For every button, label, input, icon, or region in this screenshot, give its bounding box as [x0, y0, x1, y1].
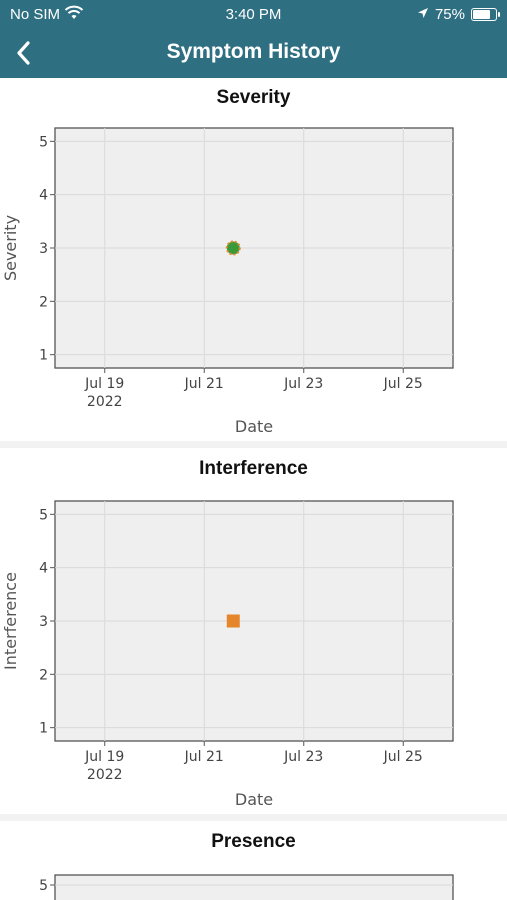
y-tick-label: 5: [39, 507, 48, 523]
location-arrow-icon: [417, 6, 429, 23]
presence-chart: 5: [39, 874, 454, 900]
presence-chart-title: Presence: [211, 831, 296, 852]
x-tick-year-label: 2022: [87, 394, 123, 410]
plot-area: [54, 874, 454, 900]
y-tick-label: 3: [39, 614, 48, 630]
x-tick-year-label: 2022: [87, 767, 123, 783]
y-tick-label: 2: [39, 294, 48, 310]
battery-fill: [473, 10, 490, 19]
y-tick-label: 4: [39, 561, 48, 577]
x-tick-label: Jul 19: [84, 376, 124, 392]
section-divider: [0, 814, 507, 821]
status-right: 75%: [417, 6, 500, 23]
interference-chart-section: Interference Jul 19 2022 Jul 21 Jul 23 Jul 2…: [0, 448, 507, 814]
y-axis-label: Severity: [1, 215, 20, 281]
wifi-icon: [64, 5, 84, 25]
y-tick-label: 3: [39, 241, 48, 257]
battery-icon: [471, 8, 500, 21]
section-divider: [0, 441, 507, 448]
interference-chart-title: Interference: [199, 458, 308, 479]
x-tick-label: Jul 23: [283, 376, 323, 392]
severity-chart-title: Severity: [216, 87, 291, 108]
y-tick-label: 4: [39, 188, 48, 204]
x-tick-label: Jul 19: [84, 749, 124, 765]
severity-chart: Jul 19 2022 Jul 21 Jul 23 Jul 25 1 2 3 4 5 Date Sev…: [1, 127, 454, 436]
y-axis-label: Interference: [1, 572, 20, 670]
nav-bar: Symptom History: [0, 30, 507, 78]
status-time: 3:40 PM: [225, 6, 282, 23]
x-axis-label: Date: [235, 790, 273, 809]
x-tick-label: Jul 25: [383, 749, 423, 765]
x-axis-label: Date: [235, 417, 273, 436]
x-tick-label: Jul 23: [283, 749, 323, 765]
page-title: Symptom History: [166, 40, 341, 63]
data-point-circle: [225, 240, 241, 256]
presence-chart-section: Presence 5: [0, 821, 507, 900]
x-tick-label: Jul 21: [184, 749, 224, 765]
interference-chart: Jul 19 2022 Jul 21 Jul 23 Jul 25 1 2 3 4 5 Date Int…: [1, 500, 454, 809]
severity-chart-section: Severity Jul 19 2022 Jul 21 Jul 23 Jul 25 1 2 3…: [0, 78, 507, 441]
carrier-label: No SIM: [10, 6, 61, 23]
y-tick-label: 5: [39, 878, 48, 894]
chevron-left-icon[interactable]: [10, 38, 40, 68]
y-tick-label: 1: [39, 348, 48, 364]
status-bar: No SIM 3:40 PM 75%: [0, 0, 507, 30]
x-tick-label: Jul 25: [383, 376, 423, 392]
y-tick-label: 2: [39, 667, 48, 683]
data-point-square: [226, 614, 240, 628]
x-tick-label: Jul 21: [184, 376, 224, 392]
y-tick-label: 1: [39, 721, 48, 737]
y-tick-label: 5: [39, 134, 48, 150]
battery-percent: 75%: [434, 6, 465, 23]
